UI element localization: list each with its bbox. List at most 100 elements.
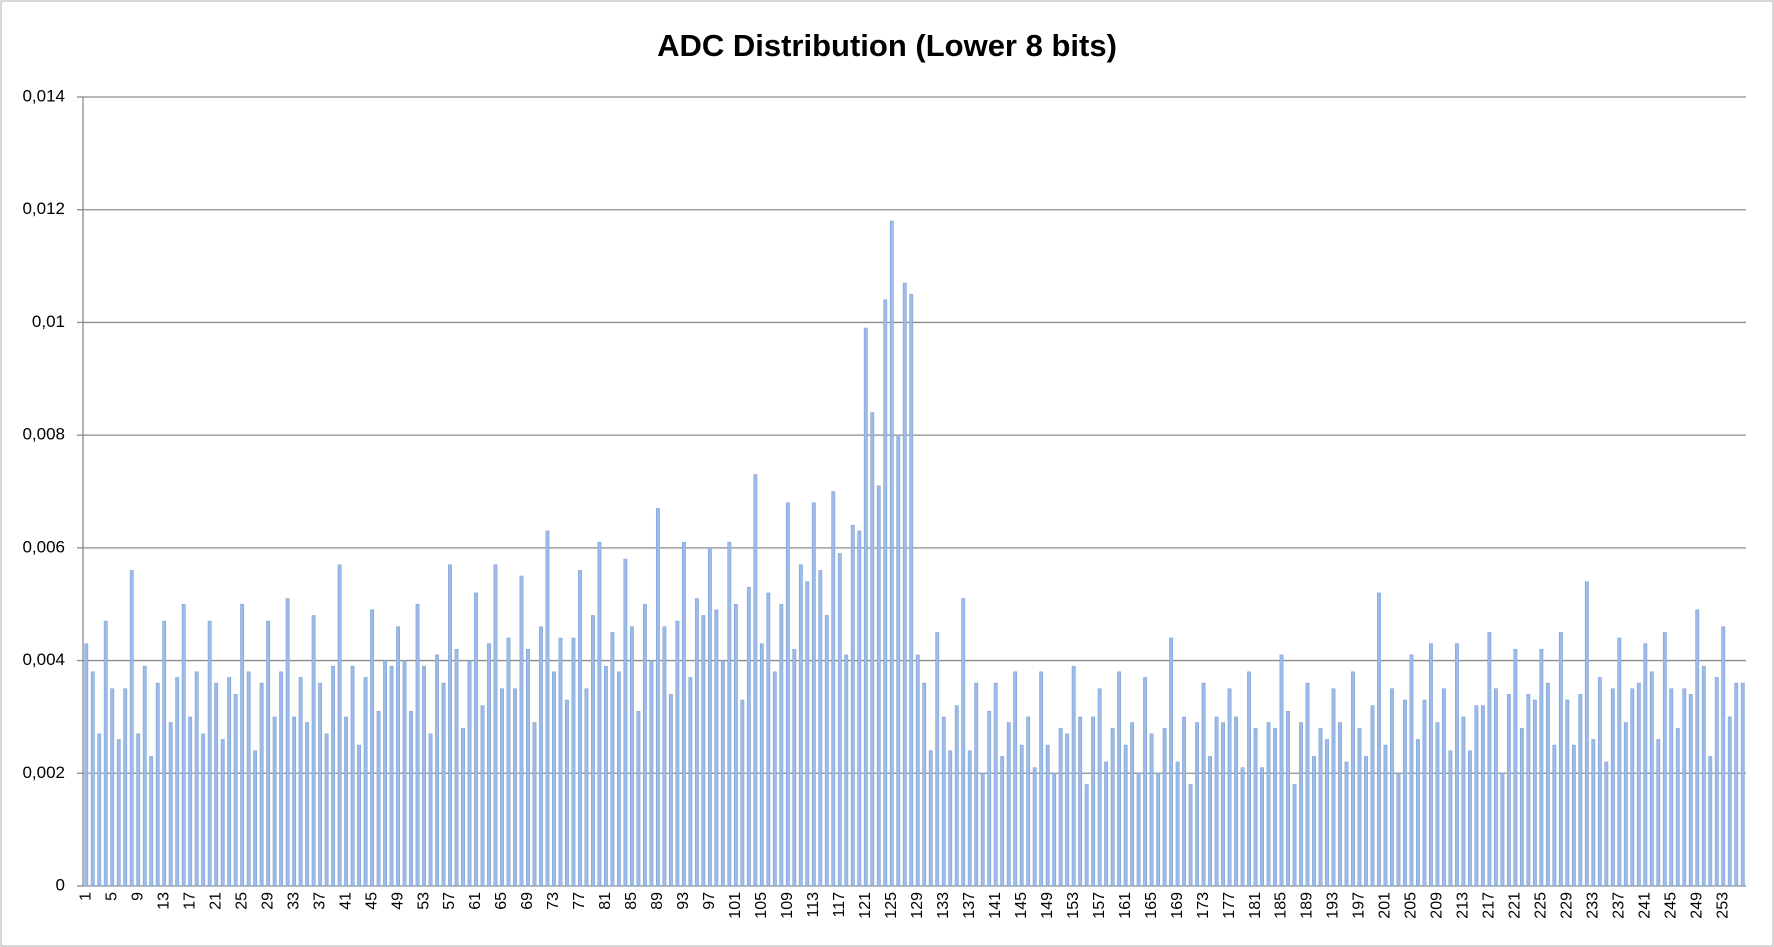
bar [1740,682,1745,887]
x-tick-label: 233 [1585,892,1602,919]
bar [746,587,751,887]
bar [694,598,699,887]
x-tick-label: 5 [103,892,120,901]
bar [1422,699,1427,887]
bar [1318,727,1323,887]
bar [1032,767,1037,887]
bar [1234,716,1238,887]
bar [1227,688,1232,887]
bar [636,710,641,887]
bar [1266,722,1271,887]
bar [214,682,219,887]
bar [292,716,297,887]
bar [246,671,251,887]
x-tick-label: 209 [1429,892,1446,919]
x-tick-label: 221 [1507,892,1524,919]
bar [298,677,303,887]
x-tick-label: 109 [779,892,796,919]
bar [591,615,595,887]
bar [532,722,537,887]
bar [974,682,979,887]
bar [909,293,914,887]
x-tick-label: 85 [623,892,640,910]
x-tick-label: 65 [493,892,510,910]
x-tick-label: 17 [181,892,198,910]
bar [402,660,407,887]
y-tick-label: 0,014 [22,86,65,105]
x-tick-label: 9 [129,892,146,901]
bar [902,282,907,887]
bar [1435,722,1440,887]
bar [1104,761,1109,887]
bar [1377,592,1381,887]
bar [194,671,199,887]
bar [318,682,323,887]
bar [1169,637,1174,887]
bar [1162,727,1167,887]
x-tick-label: 173 [1195,892,1212,919]
bar [993,682,998,887]
bar [1448,750,1453,887]
bar [415,603,420,887]
bar [1286,710,1290,887]
bar [1675,727,1680,887]
x-tick-label: 153 [1065,892,1082,919]
bar [1513,648,1518,887]
bar [1383,744,1388,887]
bar [571,637,576,887]
bar [759,643,764,887]
bar [766,592,771,887]
bar [1208,756,1212,887]
bar [220,739,225,887]
x-tick-label: 181 [1247,892,1264,919]
bar [1253,727,1258,887]
bar [688,677,693,887]
bar [1156,772,1161,887]
bar [967,750,972,887]
bar [578,570,582,887]
bar [915,654,920,887]
bar [1357,727,1362,887]
bar [1558,632,1563,887]
bar [1149,733,1154,887]
bar [681,541,686,887]
bar [487,643,491,887]
bar [1545,682,1550,887]
bar [480,705,485,887]
bar [785,502,790,887]
bar [1493,688,1498,887]
bar [857,530,862,887]
bar [1461,716,1466,887]
bar [1682,688,1687,887]
bar [1656,739,1661,887]
x-tick-label: 225 [1533,892,1550,919]
x-tick-label: 1 [77,892,94,901]
bar [201,733,206,887]
y-tick-label: 0,002 [22,763,65,782]
x-tick-label: 117 [831,892,848,918]
bar [584,688,589,887]
bar [876,485,881,887]
bar [1467,750,1472,887]
bar [1454,643,1459,887]
x-tick-label: 129 [909,892,926,919]
bar [1721,626,1726,887]
bar [1695,609,1700,887]
bar [363,677,368,887]
bar [344,716,349,887]
x-tick-label: 253 [1714,892,1731,919]
x-tick-label: 105 [753,892,770,919]
bar [409,710,413,887]
bar [662,626,667,887]
bar [1078,716,1083,887]
bar [1006,722,1011,887]
x-tick-label: 193 [1325,892,1342,919]
bar [1416,739,1420,887]
bar [1474,705,1479,887]
x-tick-label: 249 [1688,892,1705,919]
bar [837,553,842,887]
bar [1273,727,1277,887]
bar [461,727,465,887]
bar [675,620,680,887]
